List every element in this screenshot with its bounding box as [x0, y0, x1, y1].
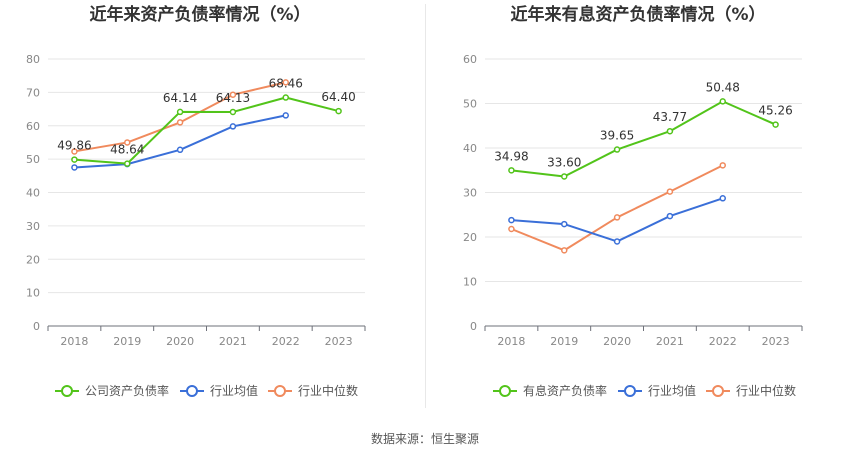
data-label: 39.65 [600, 129, 634, 143]
y-tick-label: 80 [26, 53, 40, 66]
y-tick-label: 10 [26, 287, 40, 300]
data-point [666, 212, 674, 220]
x-tick-label: 2021 [656, 335, 684, 348]
y-tick-label: 60 [463, 53, 477, 66]
data-label: 64.40 [321, 90, 355, 104]
data-point [124, 139, 131, 146]
legend-marker [186, 385, 198, 397]
data-label: 68.46 [269, 77, 303, 91]
y-tick-label: 0 [33, 320, 40, 333]
series-line [511, 164, 724, 252]
y-tick-label: 70 [26, 86, 40, 99]
chart-title: 近年来资产负债率情况（%） [89, 4, 310, 25]
y-tick-label: 30 [463, 187, 477, 200]
data-label: 50.48 [706, 80, 740, 94]
data-point [335, 107, 342, 115]
chart-title: 近年来有息资产负债率情况（%） [510, 4, 765, 25]
data-label: 49.86 [57, 139, 91, 153]
data-point [719, 162, 726, 169]
data-point [508, 216, 515, 224]
data-point [282, 94, 289, 101]
y-tick-label: 50 [463, 98, 477, 111]
data-point [613, 238, 621, 245]
y-tick-label: 0 [470, 320, 477, 333]
data-label: 48.64 [110, 143, 144, 157]
legend-marker [61, 385, 73, 397]
data-point [561, 173, 568, 180]
data-label: 64.14 [163, 91, 197, 105]
legend-marker [499, 385, 511, 397]
x-tick-label: 2023 [762, 335, 790, 348]
y-tick-label: 20 [463, 231, 477, 244]
legend-marker [712, 385, 724, 397]
data-point [229, 108, 237, 116]
data-point [613, 146, 621, 153]
data-point [508, 167, 515, 174]
data-point [229, 123, 237, 130]
series-line [511, 100, 776, 178]
x-tick-label: 2020 [166, 335, 194, 348]
y-tick-label: 50 [26, 153, 40, 166]
legend-label: 公司资产负债率 [85, 383, 169, 398]
debt-ratio-chart: 近年来资产负债率情况（%） 0 10 20 30 40 50 60 70 80 2018 2019 20… [26, 4, 366, 398]
data-point [176, 146, 184, 154]
x-tick-label: 2019 [550, 335, 578, 348]
x-tick-label: 2019 [113, 335, 141, 348]
data-point [719, 195, 726, 202]
y-tick-label: 60 [26, 120, 40, 133]
y-tick-label: 40 [26, 187, 40, 200]
data-point [71, 148, 78, 155]
x-tick-label: 2018 [497, 335, 525, 348]
x-tick-label: 2023 [325, 335, 353, 348]
legend-label: 行业中位数 [736, 383, 796, 398]
data-point [561, 220, 568, 228]
data-label: 34.98 [494, 149, 528, 163]
data-point [508, 225, 515, 233]
legend-label: 有息资产负债率 [523, 383, 607, 398]
data-point [666, 127, 674, 135]
data-point [176, 108, 184, 116]
panel-divider [425, 4, 426, 408]
data-point [666, 188, 674, 195]
data-point [229, 91, 237, 98]
data-point [71, 156, 78, 163]
x-tick-label: 2022 [272, 335, 300, 348]
data-point [772, 121, 779, 128]
data-point [124, 160, 131, 167]
x-tick-label: 2020 [603, 335, 631, 348]
legend-label: 行业均值 [648, 383, 696, 398]
data-point [719, 98, 726, 105]
legend-label: 行业中位数 [298, 383, 358, 398]
chart-panel-debt-ratio: 近年来资产负债率情况（%） 0 10 20 30 40 50 60 70 80 2018 2019 20… [0, 0, 425, 420]
y-tick-label: 20 [26, 253, 40, 266]
data-point [561, 247, 568, 254]
data-source-footer: 数据来源：恒生聚源 [370, 432, 479, 446]
data-point [282, 112, 289, 119]
data-point [176, 119, 184, 126]
x-tick-label: 2022 [709, 335, 737, 348]
data-point [613, 214, 621, 221]
y-tick-label: 10 [463, 276, 477, 289]
chart-panel-interest-debt-ratio: 近年来有息资产负债率情况（%） 0 10 20 30 40 50 60 2018 2019 2020… [425, 0, 850, 420]
legend-label: 行业均值 [210, 383, 258, 398]
legend-marker [624, 385, 636, 397]
x-tick-label: 2018 [60, 335, 88, 348]
legend-marker [274, 385, 286, 397]
data-label: 43.77 [653, 110, 687, 124]
y-tick-label: 40 [463, 142, 477, 155]
interest-debt-ratio-chart: 近年来有息资产负债率情况（%） 0 10 20 30 40 50 60 2018 2019 2020… [463, 4, 803, 398]
x-tick-label: 2021 [219, 335, 247, 348]
data-point [282, 79, 289, 86]
data-point [71, 164, 78, 171]
data-label: 64.13 [216, 91, 250, 105]
series-line [74, 96, 339, 165]
data-label: 33.60 [547, 155, 581, 169]
y-tick-label: 30 [26, 220, 40, 233]
data-label: 45.26 [758, 104, 792, 118]
